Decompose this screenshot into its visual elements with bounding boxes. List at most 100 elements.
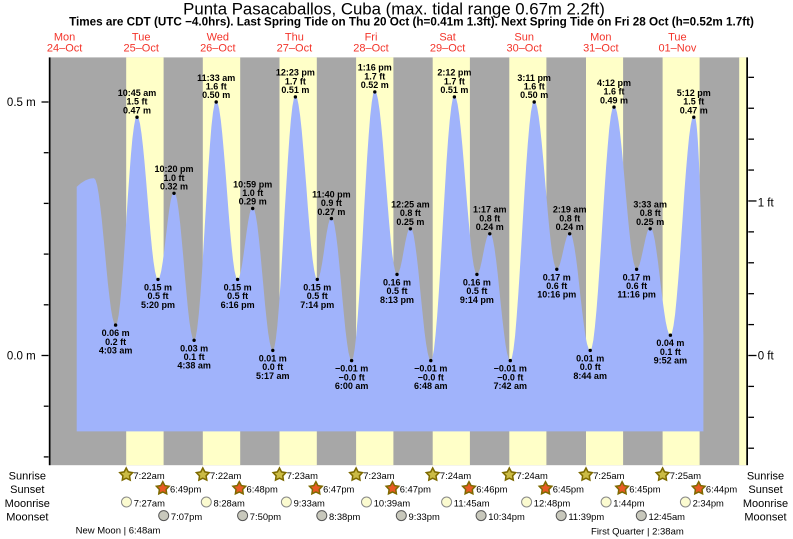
svg-text:0.06 m: 0.06 m <box>102 328 130 338</box>
svg-text:8:44 am: 8:44 am <box>573 371 607 381</box>
svg-text:Moonset: Moonset <box>744 511 786 523</box>
svg-text:12:48pm: 12:48pm <box>534 497 571 508</box>
svg-text:0.8 ft: 0.8 ft <box>479 213 500 223</box>
svg-text:10:34pm: 10:34pm <box>488 511 525 522</box>
svg-text:0.8 ft: 0.8 ft <box>640 208 661 218</box>
svg-text:Sunset: Sunset <box>10 484 44 496</box>
svg-text:Sun: Sun <box>514 32 534 44</box>
svg-text:0.25 m: 0.25 m <box>636 217 664 227</box>
svg-text:Thu: Thu <box>285 32 304 44</box>
svg-text:7:23am: 7:23am <box>287 470 318 481</box>
svg-text:10:45 am: 10:45 am <box>118 88 157 98</box>
svg-text:6:48 am: 6:48 am <box>414 381 448 391</box>
svg-text:Sunrise: Sunrise <box>9 471 46 483</box>
svg-text:−0.01 m: −0.01 m <box>494 364 527 374</box>
svg-text:0.01 m: 0.01 m <box>259 353 287 363</box>
svg-text:0.50 m: 0.50 m <box>520 90 548 100</box>
svg-text:0.15 m: 0.15 m <box>224 282 252 292</box>
svg-text:Tue: Tue <box>132 32 151 44</box>
svg-text:7:24am: 7:24am <box>440 470 471 481</box>
svg-text:1:16 pm: 1:16 pm <box>358 63 392 73</box>
svg-text:1 ft: 1 ft <box>758 198 775 210</box>
svg-text:Moonrise: Moonrise <box>5 498 50 510</box>
svg-text:7:07pm: 7:07pm <box>171 511 202 522</box>
svg-text:Moonrise: Moonrise <box>743 498 788 510</box>
svg-text:0.1 ft: 0.1 ft <box>184 352 205 362</box>
svg-text:Sunrise: Sunrise <box>747 471 784 483</box>
svg-text:0.51 m: 0.51 m <box>440 85 468 95</box>
svg-text:0.32 m: 0.32 m <box>160 182 188 192</box>
svg-text:1.6 ft: 1.6 ft <box>524 82 545 92</box>
svg-text:0.01 m: 0.01 m <box>576 353 604 363</box>
svg-text:0.03 m: 0.03 m <box>180 343 208 353</box>
svg-text:−0.01 m: −0.01 m <box>414 364 447 374</box>
svg-text:1.7 ft: 1.7 ft <box>285 76 306 86</box>
svg-text:0.47 m: 0.47 m <box>680 105 708 115</box>
svg-text:Mon: Mon <box>54 32 75 44</box>
svg-text:0.29 m: 0.29 m <box>239 197 267 207</box>
svg-text:10:59 pm: 10:59 pm <box>233 179 272 189</box>
svg-text:0.0 ft: 0.0 ft <box>580 362 601 372</box>
svg-text:0.52 m: 0.52 m <box>361 80 389 90</box>
svg-text:7:42 am: 7:42 am <box>494 381 528 391</box>
svg-text:10:20 pm: 10:20 pm <box>154 164 193 174</box>
svg-text:Mon: Mon <box>590 32 611 44</box>
svg-text:11:40 pm: 11:40 pm <box>312 189 351 199</box>
svg-text:7:50pm: 7:50pm <box>250 511 281 522</box>
svg-text:1.0 ft: 1.0 ft <box>163 173 184 183</box>
svg-text:6:47pm: 6:47pm <box>400 484 431 495</box>
svg-text:0.16 m: 0.16 m <box>383 277 411 287</box>
svg-text:6:00 am: 6:00 am <box>335 381 369 391</box>
svg-text:Times are CDT (UTC −4.0hrs). L: Times are CDT (UTC −4.0hrs). Last Spring… <box>69 16 754 29</box>
svg-text:11:39pm: 11:39pm <box>568 511 604 522</box>
svg-text:0.6 ft: 0.6 ft <box>626 281 647 291</box>
svg-text:3:33 am: 3:33 am <box>633 200 667 210</box>
svg-text:7:25am: 7:25am <box>670 470 701 481</box>
svg-text:10:39am: 10:39am <box>374 497 411 508</box>
svg-text:0.1 ft: 0.1 ft <box>660 347 681 357</box>
svg-text:0.5 ft: 0.5 ft <box>227 291 248 301</box>
svg-text:0.16 m: 0.16 m <box>463 277 491 287</box>
svg-text:8:38pm: 8:38pm <box>329 511 360 522</box>
svg-text:4:12 pm: 4:12 pm <box>597 78 631 88</box>
svg-text:27–Oct: 27–Oct <box>277 43 312 55</box>
svg-text:5:20 pm: 5:20 pm <box>141 300 175 310</box>
svg-text:0.5 ft: 0.5 ft <box>147 291 168 301</box>
svg-text:Fri: Fri <box>365 32 378 44</box>
svg-text:0.15 m: 0.15 m <box>144 282 172 292</box>
svg-text:0.5 m: 0.5 m <box>7 97 36 109</box>
svg-text:Punta Pasacaballos, Cuba (max.: Punta Pasacaballos, Cuba (max. tidal ran… <box>183 0 605 19</box>
svg-text:7:22am: 7:22am <box>133 470 164 481</box>
svg-text:12:23 pm: 12:23 pm <box>276 68 315 78</box>
svg-text:6:16 pm: 6:16 pm <box>221 300 255 310</box>
svg-text:6:45pm: 6:45pm <box>629 484 660 495</box>
svg-text:1.7 ft: 1.7 ft <box>444 76 465 86</box>
svg-text:4:38 am: 4:38 am <box>177 361 211 371</box>
svg-text:0.5 ft: 0.5 ft <box>307 291 328 301</box>
svg-text:6:47pm: 6:47pm <box>323 484 354 495</box>
svg-text:0.49 m: 0.49 m <box>600 95 628 105</box>
svg-text:−0.0 ft: −0.0 ft <box>418 372 444 382</box>
svg-text:0.5 ft: 0.5 ft <box>386 286 407 296</box>
svg-text:2:34pm: 2:34pm <box>693 497 724 508</box>
svg-text:7:23am: 7:23am <box>363 470 394 481</box>
svg-text:0.24 m: 0.24 m <box>556 222 584 232</box>
svg-text:−0.01 m: −0.01 m <box>335 364 368 374</box>
svg-text:0 ft: 0 ft <box>758 351 775 363</box>
svg-text:01–Nov: 01–Nov <box>658 43 696 55</box>
svg-text:8:28am: 8:28am <box>214 497 245 508</box>
svg-text:Wed: Wed <box>207 32 229 44</box>
svg-text:0.2 ft: 0.2 ft <box>105 337 126 347</box>
svg-text:0.04 m: 0.04 m <box>656 338 684 348</box>
svg-text:30–Oct: 30–Oct <box>506 43 541 55</box>
svg-text:1.0 ft: 1.0 ft <box>242 188 263 198</box>
svg-text:0.0 m: 0.0 m <box>7 351 36 363</box>
svg-text:0.51 m: 0.51 m <box>281 85 309 95</box>
svg-text:4:03 am: 4:03 am <box>99 346 133 356</box>
svg-text:1.5 ft: 1.5 ft <box>126 97 147 107</box>
svg-text:9:52 am: 9:52 am <box>654 356 688 366</box>
svg-text:11:33 am: 11:33 am <box>197 73 235 83</box>
svg-text:0.24 m: 0.24 m <box>476 222 504 232</box>
svg-text:0.25 m: 0.25 m <box>396 217 424 227</box>
svg-text:1.6 ft: 1.6 ft <box>206 82 227 92</box>
